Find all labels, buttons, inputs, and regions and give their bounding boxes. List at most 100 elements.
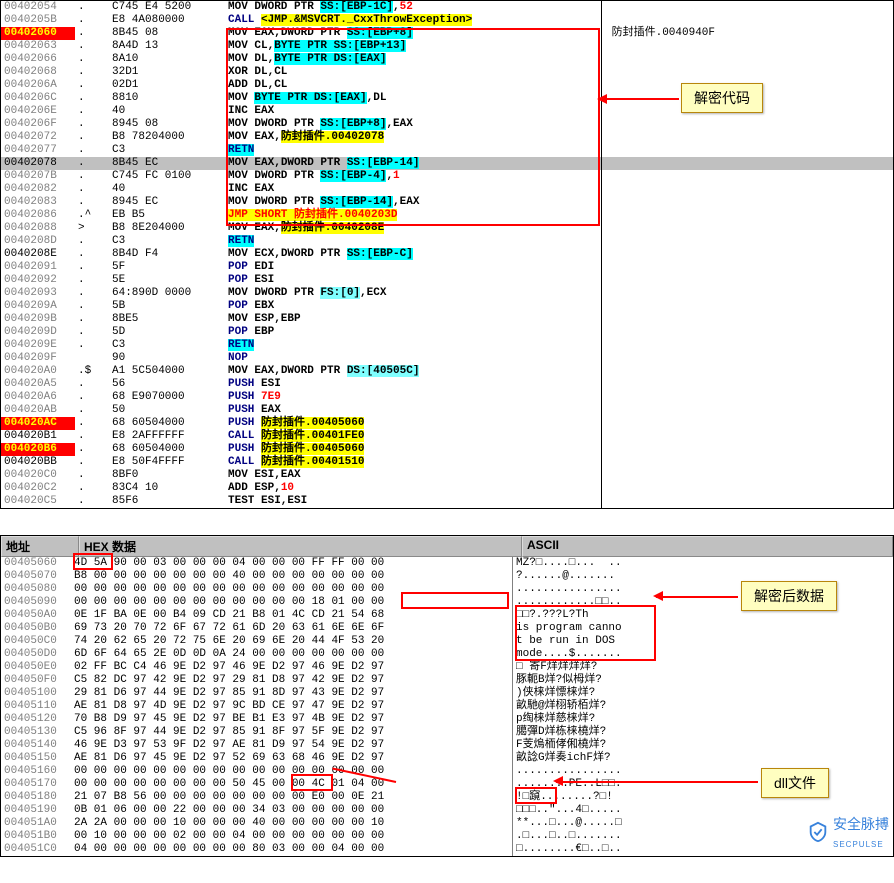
address-cell[interactable]: 004020C2 xyxy=(1,482,75,495)
disasm-row[interactable]: 004020B6. 68 60504000PUSH 防封插件.00405060 xyxy=(1,443,893,456)
disasm-row[interactable]: 00402092. 5EPOP ESI xyxy=(1,274,893,287)
address-cell[interactable]: 00402088 xyxy=(1,222,75,235)
address-cell[interactable]: 004020A0 xyxy=(1,365,75,378)
address-cell[interactable]: 0040209D xyxy=(1,326,75,339)
disasm-row[interactable]: 004020BB. E8 50F4FFFFCALL 防封插件.00401510 xyxy=(1,456,893,469)
address-cell[interactable]: 00402068 xyxy=(1,66,75,79)
disasm-row[interactable]: 00402063. 8A4D 13MOV CL,BYTE PTR SS:[EBP… xyxy=(1,40,893,53)
disasm-row[interactable]: 00402078. 8B45 ECMOV EAX,DWORD PTR SS:[E… xyxy=(1,157,893,170)
address-cell[interactable]: 004020C5 xyxy=(1,495,75,508)
address-cell[interactable]: 00402054 xyxy=(1,1,75,14)
address-cell[interactable]: 0040209B xyxy=(1,313,75,326)
disasm-row[interactable]: 0040209F 90NOP xyxy=(1,352,893,365)
address-cell[interactable]: 00402077 xyxy=(1,144,75,157)
hex-row[interactable]: 0040514046 9E D3 97 53 9F D2 97 AE 81 D9… xyxy=(1,739,893,752)
disasm-row[interactable]: 0040209A. 5BPOP EBX xyxy=(1,300,893,313)
hex-header-hexdata[interactable]: HEX 数据 xyxy=(79,536,522,557)
address-cell[interactable]: 0040206E xyxy=(1,105,75,118)
disasm-row[interactable]: 00402072. B8 78204000MOV EAX,防封插件.004020… xyxy=(1,131,893,144)
hex-row[interactable]: 00405130C5 96 8F 97 44 9E D2 97 85 91 8F… xyxy=(1,726,893,739)
hex-row[interactable]: 004050B069 73 20 70 72 6F 67 72 61 6D 20… xyxy=(1,622,893,635)
disasm-row[interactable]: 004020A5. 56PUSH ESI xyxy=(1,378,893,391)
disasm-row[interactable]: 00402088> B8 8E204000MOV EAX,防封插件.004020… xyxy=(1,222,893,235)
disasm-row[interactable]: 00402077. C3RETN xyxy=(1,144,893,157)
address-cell[interactable]: 0040208E xyxy=(1,248,75,261)
address-cell[interactable]: 0040207B xyxy=(1,170,75,183)
disasm-row[interactable]: 0040205B. E8 4A080000CALL <JMP.&MSVCRT._… xyxy=(1,14,893,27)
hex-row[interactable]: 004050604D 5A 90 00 03 00 00 00 04 00 00… xyxy=(1,557,893,570)
address-cell[interactable]: 00402060 xyxy=(1,27,75,40)
address-cell[interactable]: 00402066 xyxy=(1,53,75,66)
disasm-row[interactable]: 0040208D. C3RETN xyxy=(1,235,893,248)
hex-row[interactable]: 004051C004 00 00 00 00 00 00 00 00 80 03… xyxy=(1,843,893,856)
address-cell[interactable]: 00402063 xyxy=(1,40,75,53)
disasm-row[interactable]: 004020AC. 68 60504000PUSH 防封插件.00405060 xyxy=(1,417,893,430)
hex-row[interactable]: 00405150AE 81 D6 97 45 9E D2 97 52 69 63… xyxy=(1,752,893,765)
hex-row[interactable]: 004050E002 FF BC C4 46 9E D2 97 46 9E D2… xyxy=(1,661,893,674)
address-cell[interactable]: 0040206C xyxy=(1,92,75,105)
address-cell[interactable]: 00402093 xyxy=(1,287,75,300)
hex-header-ascii[interactable]: ASCII xyxy=(522,536,893,557)
disasm-row[interactable]: 004020B1. E8 2AFFFFFFCALL 防封插件.00401FE0 xyxy=(1,430,893,443)
disasm-row[interactable]: 00402082. 40INC EAX xyxy=(1,183,893,196)
disasm-row[interactable]: 0040208E. 8B4D F4MOV ECX,DWORD PTR SS:[E… xyxy=(1,248,893,261)
disasm-row[interactable]: 0040206F. 8945 08MOV DWORD PTR SS:[EBP+8… xyxy=(1,118,893,131)
address-cell[interactable]: 0040205B xyxy=(1,14,75,27)
disasm-row[interactable]: 004020C2. 83C4 10ADD ESP,10 xyxy=(1,482,893,495)
disasm-row[interactable]: 00402068. 32D1XOR DL,CL xyxy=(1,66,893,79)
hex-row[interactable]: 004051B000 10 00 00 00 02 00 00 04 00 00… xyxy=(1,830,893,843)
address-cell[interactable]: 0040209E xyxy=(1,339,75,352)
disasm-row[interactable]: 00402086.^EB B5JMP SHORT 防封插件.0040203D xyxy=(1,209,893,222)
disasm-row[interactable]: 0040209B. 8BE5MOV ESP,EBP xyxy=(1,313,893,326)
address-cell[interactable]: 0040206F xyxy=(1,118,75,131)
hex-row[interactable]: 0040510029 81 D6 97 44 9E D2 97 85 91 8D… xyxy=(1,687,893,700)
address-cell[interactable]: 00402078 xyxy=(1,157,75,170)
address-cell[interactable]: 004020A6 xyxy=(1,391,75,404)
address-cell[interactable]: 004020B6 xyxy=(1,443,75,456)
disasm-row[interactable]: 00402060. 8B45 08MOV EAX,DWORD PTR SS:[E… xyxy=(1,27,893,40)
hex-row[interactable]: 004050F0C5 82 DC 97 42 9E D2 97 29 81 D8… xyxy=(1,674,893,687)
hex-row[interactable]: 0040518021 07 B8 56 00 00 00 00 00 00 00… xyxy=(1,791,893,804)
address-cell[interactable]: 004020AC xyxy=(1,417,75,430)
address-cell[interactable]: 004020A5 xyxy=(1,378,75,391)
disasm-row[interactable]: 004020C5. 85F6TEST ESI,ESI xyxy=(1,495,893,508)
disasm-row[interactable]: 004020A0.$A1 5C504000MOV EAX,DWORD PTR D… xyxy=(1,365,893,378)
address-cell[interactable]: 00402072 xyxy=(1,131,75,144)
address-cell[interactable]: 0040209F xyxy=(1,352,75,365)
address-cell[interactable]: 00402082 xyxy=(1,183,75,196)
address-cell[interactable]: 004020B1 xyxy=(1,430,75,443)
address-cell[interactable]: 0040206A xyxy=(1,79,75,92)
address-cell[interactable]: 00402091 xyxy=(1,261,75,274)
disasm-row[interactable]: 004020AB. 50PUSH EAX xyxy=(1,404,893,417)
address-cell[interactable]: 004020C0 xyxy=(1,469,75,482)
disasm-row[interactable]: 00402091. 5FPOP EDI xyxy=(1,261,893,274)
disassembly-table[interactable]: 00402054. C745 E4 5200MOV DWORD PTR SS:[… xyxy=(1,1,893,508)
hex-row[interactable]: 004051A02A 2A 00 00 00 10 00 00 00 40 00… xyxy=(1,817,893,830)
disasm-row[interactable]: 0040209D. 5DPOP EBP xyxy=(1,326,893,339)
hex-row[interactable]: 004051900B 01 06 00 00 22 00 00 00 34 03… xyxy=(1,804,893,817)
disasm-row[interactable]: 00402083. 8945 ECMOV DWORD PTR SS:[EBP-1… xyxy=(1,196,893,209)
disasm-row[interactable]: 00402093. 64:890D 0000MOV DWORD PTR FS:[… xyxy=(1,287,893,300)
disasm-row[interactable]: 004020A6. 68 E9070000PUSH 7E9 xyxy=(1,391,893,404)
disasm-row[interactable]: 0040209E. C3RETN xyxy=(1,339,893,352)
hex-row[interactable]: 004050D06D 6F 64 65 2E 0D 0D 0A 24 00 00… xyxy=(1,648,893,661)
hex-row[interactable]: 0040517000 00 00 00 00 00 00 00 50 45 00… xyxy=(1,778,893,791)
hex-header-address[interactable]: 地址 xyxy=(1,536,79,557)
hex-ascii: 畝馳@烊栩轿栢烊? xyxy=(512,700,893,713)
hex-row[interactable]: 0040516000 00 00 00 00 00 00 00 00 00 00… xyxy=(1,765,893,778)
hex-row[interactable]: 00405110AE 81 D8 97 4D 9E D2 97 9C BD CE… xyxy=(1,700,893,713)
address-cell[interactable]: 00402092 xyxy=(1,274,75,287)
disasm-row[interactable]: 00402066. 8A10MOV DL,BYTE PTR DS:[EAX] xyxy=(1,53,893,66)
address-cell[interactable]: 00402083 xyxy=(1,196,75,209)
disasm-row[interactable]: 0040207B. C745 FC 0100MOV DWORD PTR SS:[… xyxy=(1,170,893,183)
hex-row[interactable]: 004050C074 20 62 65 20 72 75 6E 20 69 6E… xyxy=(1,635,893,648)
hex-bytes: 2A 2A 00 00 00 10 00 00 00 40 00 00 00 0… xyxy=(72,817,512,830)
address-cell[interactable]: 0040208D xyxy=(1,235,75,248)
disasm-row[interactable]: 004020C0. 8BF0MOV ESI,EAX xyxy=(1,469,893,482)
disasm-row[interactable]: 00402054. C745 E4 5200MOV DWORD PTR SS:[… xyxy=(1,1,893,14)
address-cell[interactable]: 004020BB xyxy=(1,456,75,469)
address-cell[interactable]: 004020AB xyxy=(1,404,75,417)
address-cell[interactable]: 0040209A xyxy=(1,300,75,313)
address-cell[interactable]: 00402086 xyxy=(1,209,75,222)
hex-row[interactable]: 0040512070 B8 D9 97 45 9E D2 97 BE B1 E3… xyxy=(1,713,893,726)
